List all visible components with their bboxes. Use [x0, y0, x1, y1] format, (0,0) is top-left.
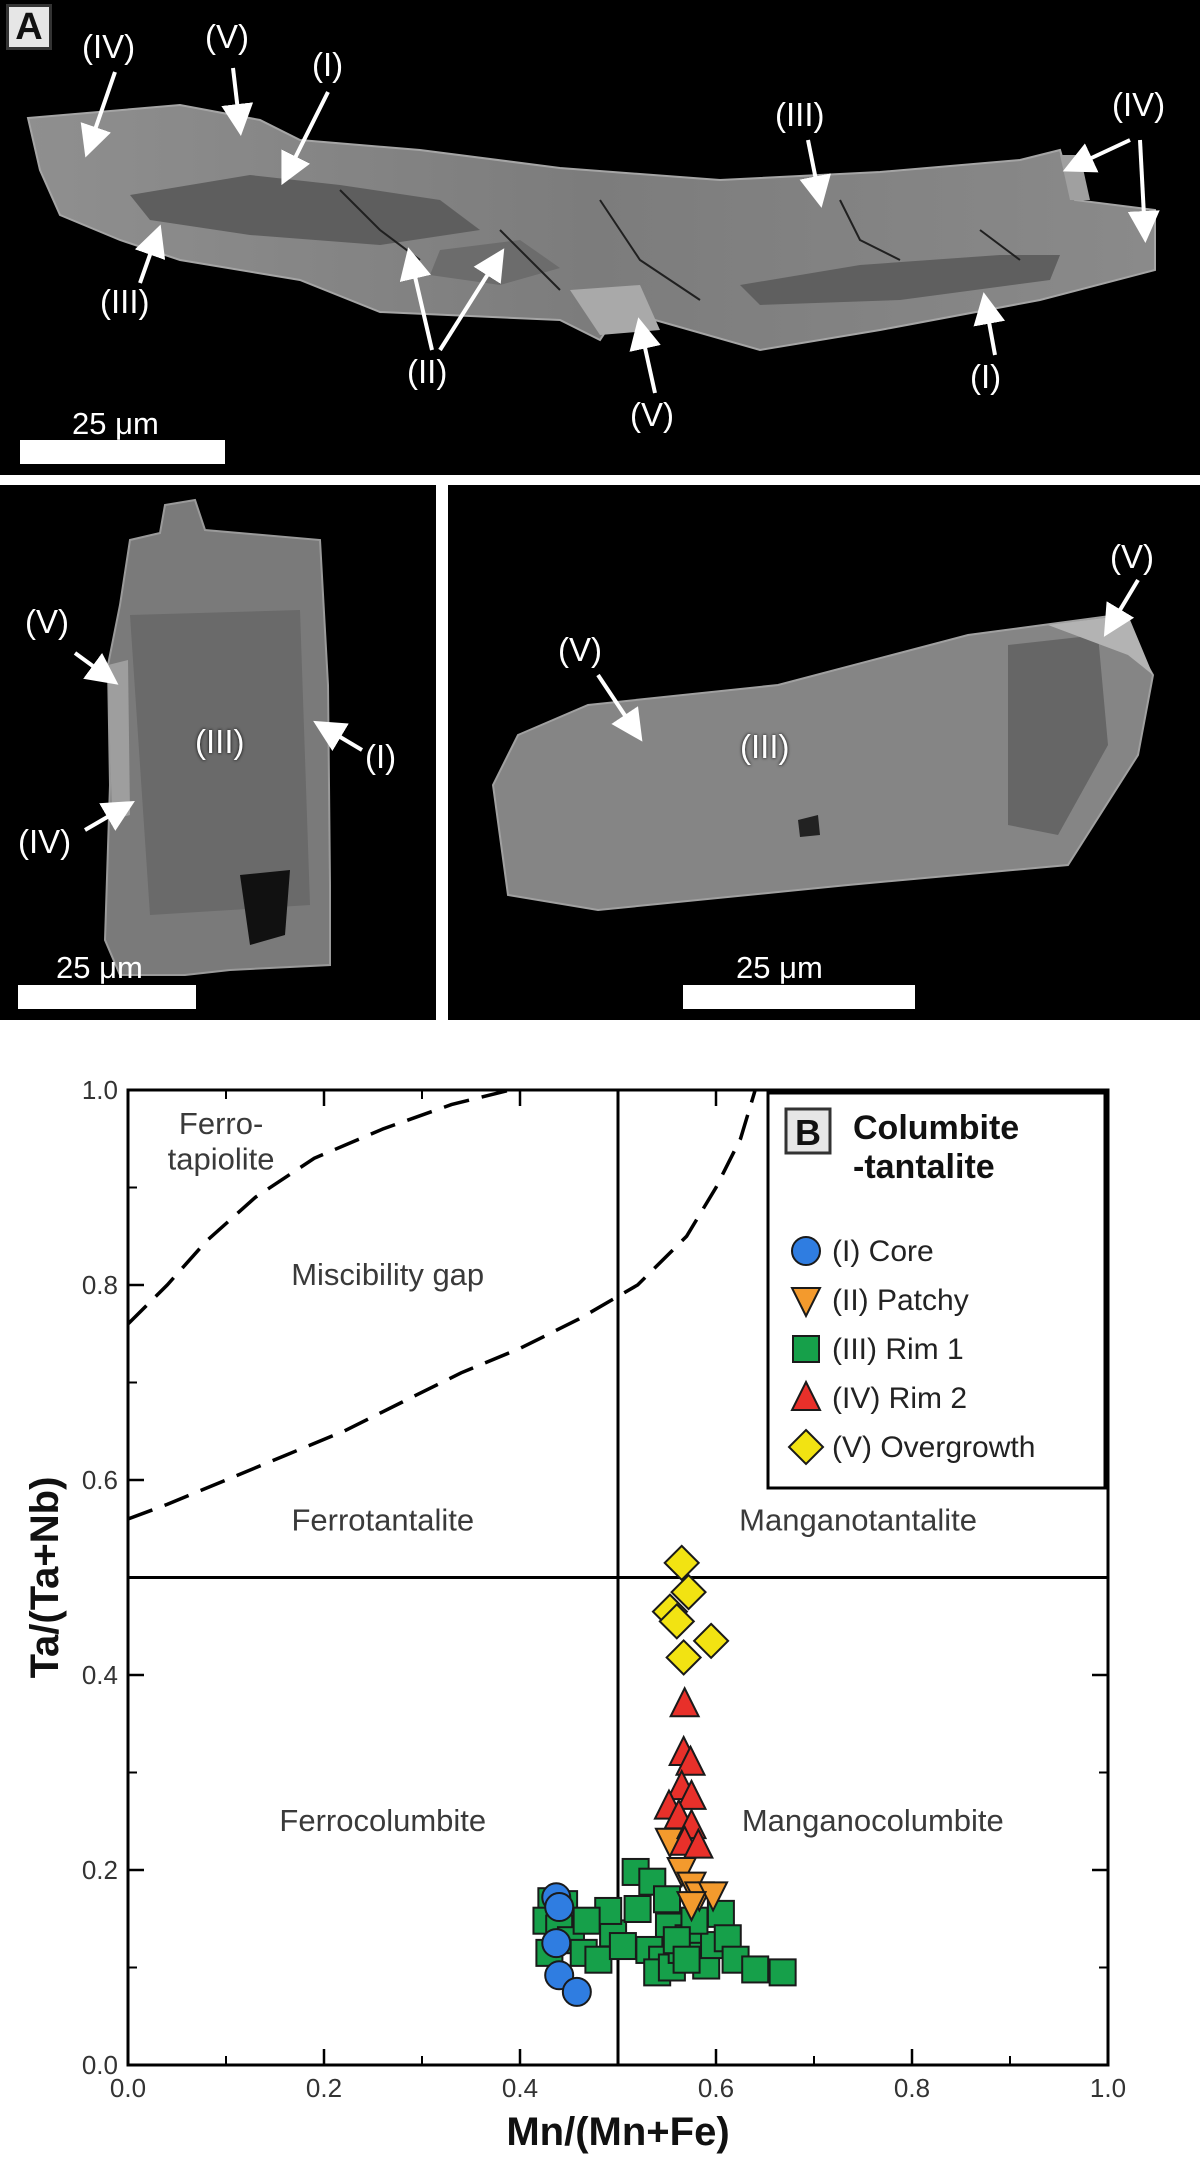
label-i: (I) — [312, 46, 344, 83]
overgrowth-zone — [108, 660, 130, 820]
legend-label: (II) Patchy — [832, 1284, 969, 1317]
field-label: Manganocolumbite — [742, 1803, 1004, 1838]
annotation-arrows — [73, 651, 364, 832]
legend-box — [766, 1091, 1107, 1490]
data-point — [674, 1744, 707, 1776]
scale-bar — [18, 985, 196, 1009]
x-tick-label: 1.0 — [1090, 2073, 1126, 2103]
y-tick-label: 0.2 — [82, 1855, 118, 1885]
bse-image-bottom-right: (V) (III) (V) 25 μm — [448, 485, 1200, 1020]
label-v: (V) — [25, 603, 69, 640]
field-label: Manganotantalite — [739, 1503, 977, 1538]
label-i: (I) — [365, 738, 397, 775]
label-iv: (IV) — [82, 28, 136, 65]
data-point — [682, 1827, 714, 1859]
cavity — [240, 870, 290, 945]
legend-marker — [787, 1428, 825, 1466]
field-label: Ferrocolumbite — [279, 1803, 486, 1838]
label-v: (V) — [558, 631, 602, 668]
label-iii: (III) — [195, 723, 245, 760]
x-axis-title: Mn/(Mn+Fe) — [506, 2110, 729, 2154]
data-point — [665, 1639, 703, 1676]
legend-marker — [790, 1287, 822, 1319]
legend-label: (III) Rim 1 — [832, 1333, 964, 1366]
x-tick-label: 0.8 — [894, 2073, 930, 2103]
y-tick-label: 0.8 — [82, 1270, 118, 1300]
data-point — [675, 1891, 708, 1923]
grain-outline — [491, 613, 1155, 912]
legend-label: (I) Core — [832, 1235, 934, 1268]
data-point — [623, 1895, 652, 1923]
data-point — [541, 1928, 572, 1959]
data-point — [672, 1945, 701, 1974]
annotation-arrows — [596, 578, 1140, 742]
crack — [339, 189, 1021, 301]
data-point — [608, 1932, 637, 1961]
label-v: (V) — [630, 396, 674, 433]
panel-tag-b-box — [784, 1107, 832, 1155]
y-axis-title: Ta/(Ta+Nb) — [23, 1477, 67, 1679]
label-iii: (III) — [100, 283, 150, 320]
rim-zone — [1008, 635, 1108, 835]
x-tick-label: 0.0 — [110, 2073, 146, 2103]
legend-marker — [791, 1236, 821, 1266]
label-iii: (III) — [740, 728, 790, 765]
data-point — [663, 1544, 701, 1582]
legend-marker — [792, 1335, 820, 1363]
data-point — [561, 1976, 592, 2007]
grain-right-drawing — [491, 613, 1155, 912]
core-zone — [130, 175, 480, 245]
label-v: (V) — [205, 18, 249, 55]
data-point — [572, 1906, 601, 1935]
panel-tag-a: A — [6, 4, 52, 50]
scale-label: 25 μm — [56, 950, 143, 985]
field-label: Ferrotantalite — [291, 1503, 474, 1538]
label-v: (V) — [1110, 538, 1154, 575]
miscibility-gap-curve — [128, 1090, 757, 1521]
scatter-chart: Ferro-tapiolite Miscibility gap Ferrotanta… — [23, 1075, 1126, 2154]
label-iv: (IV) — [1112, 86, 1166, 123]
y-tick-label: 0.4 — [82, 1660, 118, 1690]
panel-tag-b: B — [795, 1112, 821, 1153]
data-point — [653, 1885, 681, 1914]
data-point — [697, 1881, 729, 1913]
legend-title: Columbite -tantalite — [853, 1109, 1019, 1186]
legend-label: (V) Overgrowth — [832, 1431, 1035, 1464]
legend-marker — [790, 1379, 822, 1411]
grain-left-drawing — [103, 498, 331, 976]
data-point — [741, 1955, 770, 1984]
scale-bar — [20, 440, 225, 464]
data-point — [658, 1602, 696, 1640]
bse-image-bottom-left: (V) (III) (I) (IV) 25 μm — [0, 485, 436, 1020]
scale-bar — [683, 985, 915, 1009]
rim-zone — [130, 610, 310, 915]
label-iv: (IV) — [18, 823, 72, 860]
legend-label: (IV) Rim 2 — [832, 1382, 967, 1415]
field-label: Miscibility gap — [291, 1257, 484, 1292]
x-tick-label: 0.2 — [306, 2073, 342, 2103]
label-ii: (II) — [407, 353, 448, 390]
cavity — [798, 815, 820, 837]
y-tick-label: 0.6 — [82, 1465, 118, 1495]
bse-image-top: A (IV) (V) (I) (III) (II) (V) (III) (IV)… — [0, 0, 1200, 475]
core-zone — [740, 255, 1060, 305]
scale-label: 25 μm — [72, 406, 159, 441]
data-point — [584, 1945, 613, 1974]
data-point — [544, 1892, 575, 1923]
data-point — [692, 1622, 730, 1660]
field-label: Ferro-tapiolite — [168, 1106, 275, 1177]
data-point — [768, 1958, 797, 1987]
data-point — [638, 1867, 667, 1896]
data-point — [670, 1573, 707, 1611]
scale-label: 25 μm — [736, 950, 823, 985]
y-tick-label: 0.0 — [82, 2050, 118, 2080]
label-iii: (III) — [775, 96, 825, 133]
ferrotapiolite-curve — [128, 1090, 511, 1326]
data-point — [669, 1686, 701, 1718]
y-tick-label: 1.0 — [82, 1075, 118, 1105]
x-tick-label: 0.6 — [698, 2073, 734, 2103]
annotation-arrows — [80, 67, 1160, 394]
label-i: (I) — [970, 358, 1002, 395]
x-tick-label: 0.4 — [502, 2073, 538, 2103]
